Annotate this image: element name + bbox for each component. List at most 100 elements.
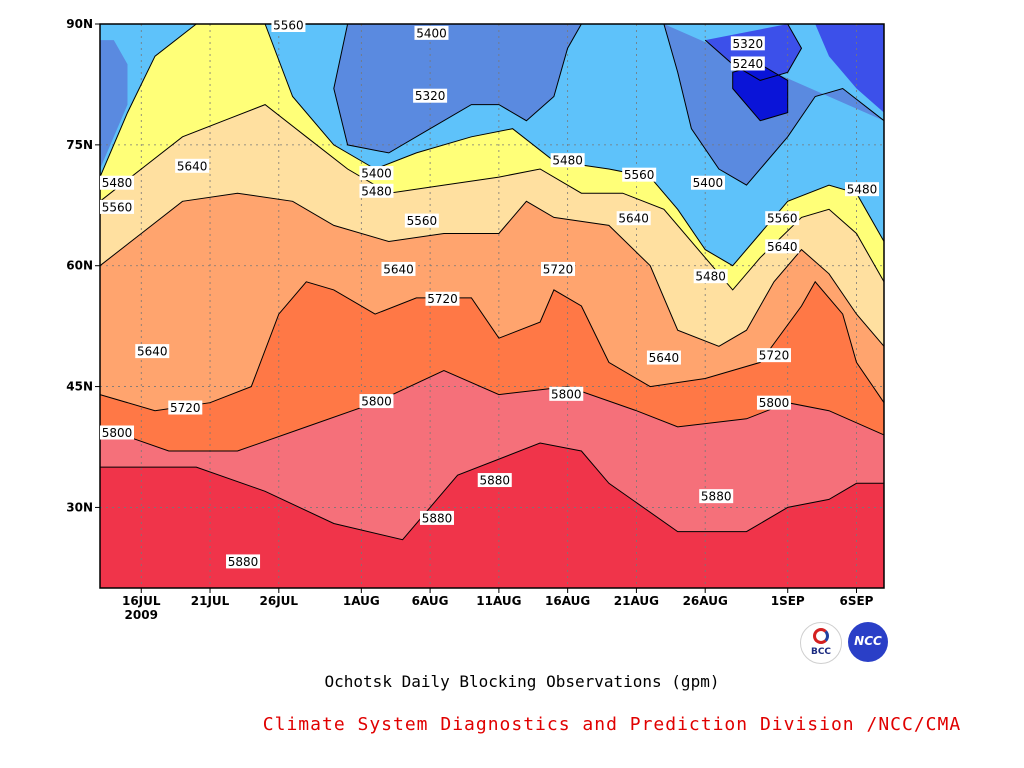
y-axis: 30N 45N 60N 75N 90N xyxy=(66,17,100,514)
x-tick-label: 1AUG xyxy=(343,594,380,608)
contour-fills xyxy=(100,24,885,588)
fill-band-5240-0 xyxy=(732,64,788,121)
contour-label-box xyxy=(756,348,791,363)
x-tick-year: 2009 xyxy=(125,608,158,622)
contour-label-box xyxy=(756,395,791,410)
contour-label: 5480 xyxy=(695,270,726,284)
contour-label: 5880 xyxy=(228,555,259,569)
contour-line-5880 xyxy=(100,442,884,541)
contour-label: 5400 xyxy=(693,176,724,190)
contour-line-5240 xyxy=(732,63,789,122)
contour-line-5560 xyxy=(99,104,885,291)
contour-label-box xyxy=(359,183,394,198)
contour-label-box xyxy=(622,167,657,182)
ncc-logo: NCC xyxy=(848,622,888,662)
contour-label-box xyxy=(693,269,728,284)
x-tick-label: 26JUL xyxy=(260,594,299,608)
contour-label: 5480 xyxy=(361,184,392,198)
contour-label-box xyxy=(730,36,765,51)
contour-label-box xyxy=(646,350,681,365)
contour-label-box xyxy=(419,510,454,525)
x-tick-label: 16JUL xyxy=(122,594,161,608)
contour-line-5480 xyxy=(99,23,197,178)
contour-label: 5640 xyxy=(177,159,208,173)
contour-line-5640 xyxy=(99,192,885,347)
contour-line-5400 xyxy=(663,23,885,186)
contour-label-box xyxy=(616,211,651,226)
y-tick-label: 90N xyxy=(66,17,93,31)
contour-label: 5400 xyxy=(416,26,447,40)
contour-label-box xyxy=(135,344,170,359)
chart-subtitle: Ochotsk Daily Blocking Observations (gpm… xyxy=(324,672,720,691)
x-tick-label: 11AUG xyxy=(476,594,521,608)
contour-label: 5560 xyxy=(624,168,655,182)
contour-label: 5800 xyxy=(102,426,133,440)
credit-line: Climate System Diagnostics and Predictio… xyxy=(262,714,962,735)
x-tick-label: 6SEP xyxy=(839,594,873,608)
contour-label: 5640 xyxy=(767,240,798,254)
contour-label: 5320 xyxy=(415,89,446,103)
contour-line-5320 xyxy=(704,23,803,81)
contour-label: 5240 xyxy=(733,57,764,71)
contour-label-box xyxy=(168,400,203,415)
contour-label: 5560 xyxy=(767,212,798,226)
bcc-emblem-icon xyxy=(813,628,829,644)
x-tick-label: 21AUG xyxy=(614,594,659,608)
x-tick-label: 6AUG xyxy=(412,594,449,608)
contour-label: 5720 xyxy=(170,401,201,415)
y-tick-label: 30N xyxy=(66,500,93,514)
contour-label-box xyxy=(226,554,261,569)
contour-label-box xyxy=(404,213,439,228)
contour-label-box xyxy=(359,394,394,409)
contour-label-box xyxy=(413,88,448,103)
contour-label: 5720 xyxy=(427,292,458,306)
contour-label: 5400 xyxy=(361,167,392,181)
contour-label-box xyxy=(765,239,800,254)
contour-label-box xyxy=(359,166,394,181)
contour-labels: 5560 5400 5320 5240 5320 5480 5640 5400 5480 5480… xyxy=(100,18,879,569)
contour-label-box xyxy=(690,175,725,190)
contour-label: 5480 xyxy=(847,183,878,197)
contour-label: 5800 xyxy=(759,396,790,410)
contour-label-box xyxy=(765,211,800,226)
fill-band-5320-edge xyxy=(815,24,884,113)
contour-line-5400 xyxy=(333,23,582,154)
contour-label: 5720 xyxy=(543,262,574,276)
contour-label-box xyxy=(844,182,879,197)
contour-label: 5560 xyxy=(407,214,438,228)
ncc-logo-text: NCC xyxy=(854,634,882,648)
fill-band-5880 xyxy=(100,443,884,588)
contour-label-box xyxy=(477,473,512,488)
contour-label: 5480 xyxy=(102,176,133,190)
x-tick-label: 26AUG xyxy=(683,594,728,608)
x-tick-label: 21JUL xyxy=(191,594,230,608)
contour-label: 5640 xyxy=(137,345,168,359)
y-tick-label: 45N xyxy=(66,380,93,394)
contour-label: 5880 xyxy=(479,474,510,488)
contour-label-box xyxy=(541,261,576,276)
contour-label: 5880 xyxy=(422,511,453,525)
contour-label: 5480 xyxy=(552,154,583,168)
fill-band-5400-edge xyxy=(100,40,128,169)
bcc-logo: BCC xyxy=(800,622,842,664)
contour-line-5720 xyxy=(99,280,885,412)
contour-label: 5560 xyxy=(102,200,133,214)
contour-label-box xyxy=(550,153,585,168)
contour-label-box xyxy=(699,489,734,504)
contour-label: 5800 xyxy=(361,395,392,409)
contour-label-box xyxy=(414,25,449,40)
x-tick-label: 1SEP xyxy=(771,594,805,608)
contour-label-box xyxy=(271,18,306,32)
contour-label-box xyxy=(425,291,460,306)
plot-frame xyxy=(99,23,885,589)
contour-label-box xyxy=(100,175,134,190)
contour-label: 5800 xyxy=(551,387,582,401)
contour-label: 5560 xyxy=(273,19,304,33)
fill-band-5320-0 xyxy=(705,24,802,81)
bcc-logo-text: BCC xyxy=(810,647,832,657)
contour-label-box xyxy=(730,56,765,71)
contour-label-box xyxy=(381,261,416,276)
fill-band-5400-0 xyxy=(333,24,582,153)
